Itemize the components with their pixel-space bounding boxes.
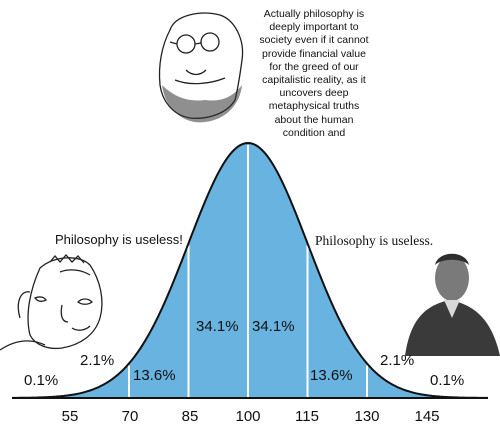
pct-center-left: 34.1% — [196, 318, 239, 335]
quote-line: for the greed of our — [269, 60, 359, 73]
quote-line: Actually philosophy is — [263, 8, 365, 20]
quote-line: deeply important to — [269, 21, 359, 34]
quote-line: metaphysical truths — [268, 100, 360, 113]
tick-label: 85 — [181, 408, 199, 425]
tick-label: 130 — [354, 408, 380, 425]
quote-line: condition and — [282, 126, 346, 139]
top-chad-beard — [162, 85, 242, 123]
pct-far-right: 0.1% — [430, 372, 465, 389]
pct-right-outer: 2.1% — [380, 352, 415, 369]
quote-line: society even if it cannot — [259, 34, 369, 47]
bell-curve-line — [12, 141, 488, 399]
right-portrait — [400, 248, 500, 356]
tick-label: 145 — [414, 408, 440, 425]
pct-right-mid: 13.6% — [310, 367, 353, 384]
quote-line: capitalistic reality, as it — [262, 74, 366, 87]
tick-label: 115 — [295, 408, 319, 425]
quote-line: about the human — [274, 113, 354, 126]
tick-label: 55 — [61, 408, 79, 425]
tick-label: 70 — [121, 408, 139, 425]
right-statement: Philosophy is useless. — [315, 233, 434, 248]
tick-label: 100 — [235, 408, 261, 425]
pct-left-mid: 13.6% — [133, 367, 176, 384]
pct-center-right: 34.1% — [252, 318, 295, 335]
left-wojak-drawing — [0, 254, 103, 351]
quote-text-block: Actually philosophy is deeply important … — [248, 8, 380, 140]
left-statement: Philosophy is useless! — [55, 232, 183, 247]
quote-line: uncovers deep — [279, 87, 349, 100]
quote-line: provide financial value — [262, 47, 366, 60]
bell-curve-area — [12, 143, 488, 398]
pct-left-outer: 2.1% — [80, 352, 115, 369]
std-dev-dividers — [128, 145, 368, 397]
pct-far-left: 0.1% — [24, 372, 59, 389]
